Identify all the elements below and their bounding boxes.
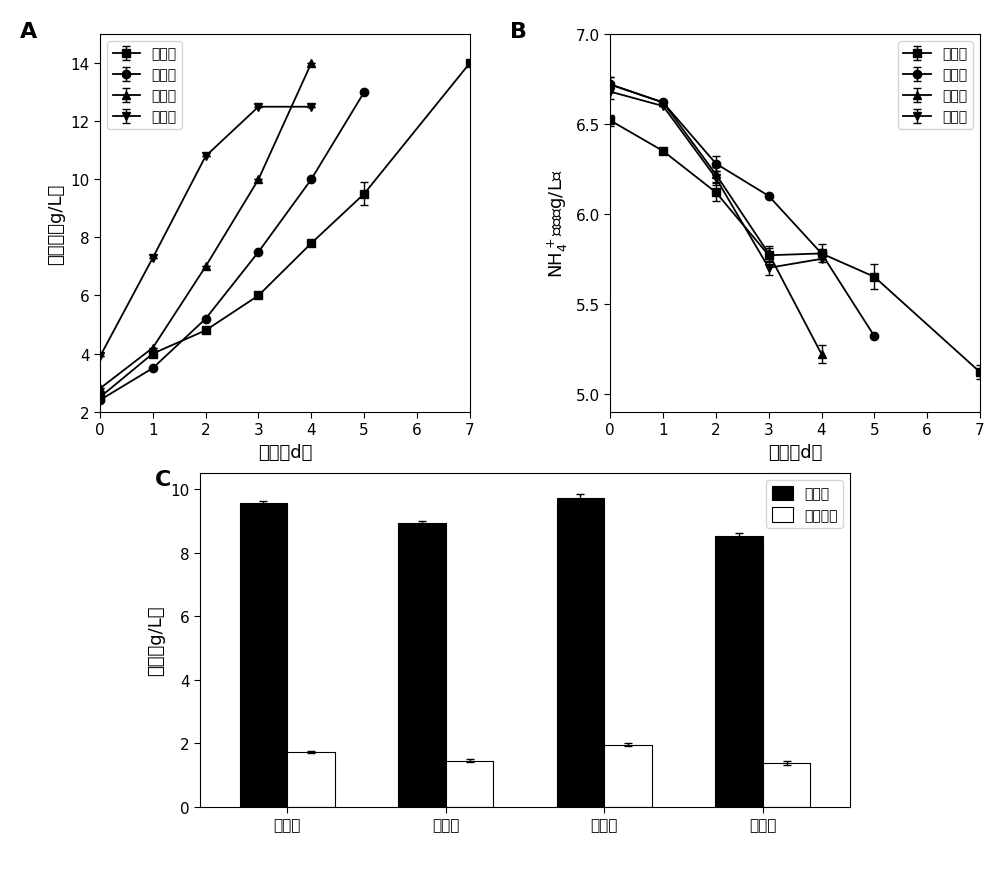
Bar (763, 763, 810, 807)
Bar (715, 537, 763, 807)
X-axis label: 时间（d）: 时间（d） (768, 443, 822, 461)
Text: A: A (20, 22, 37, 42)
Bar (287, 752, 335, 807)
Bar (557, 498, 604, 807)
Y-axis label: 产量（g/L）: 产量（g/L） (147, 605, 165, 675)
Legend: 第一批, 第二批, 第三批, 第四批: 第一批, 第二批, 第三批, 第四批 (898, 42, 973, 130)
X-axis label: 时间（d）: 时间（d） (258, 443, 312, 461)
Bar (240, 503, 287, 807)
Y-axis label: 生物量（g/L）: 生物量（g/L） (47, 183, 65, 264)
Legend: 蛋白质, 藻胆蛋白: 蛋白质, 藻胆蛋白 (766, 481, 843, 528)
Legend: 第一批, 第二批, 第三批, 第四批: 第一批, 第二批, 第三批, 第四批 (107, 42, 182, 130)
Bar (604, 745, 652, 807)
Bar (398, 524, 446, 807)
Y-axis label: NH$_4^+$浓度（g/L）: NH$_4^+$浓度（g/L） (546, 169, 570, 278)
Text: C: C (155, 469, 171, 489)
Bar (446, 761, 493, 807)
Text: B: B (510, 22, 527, 42)
